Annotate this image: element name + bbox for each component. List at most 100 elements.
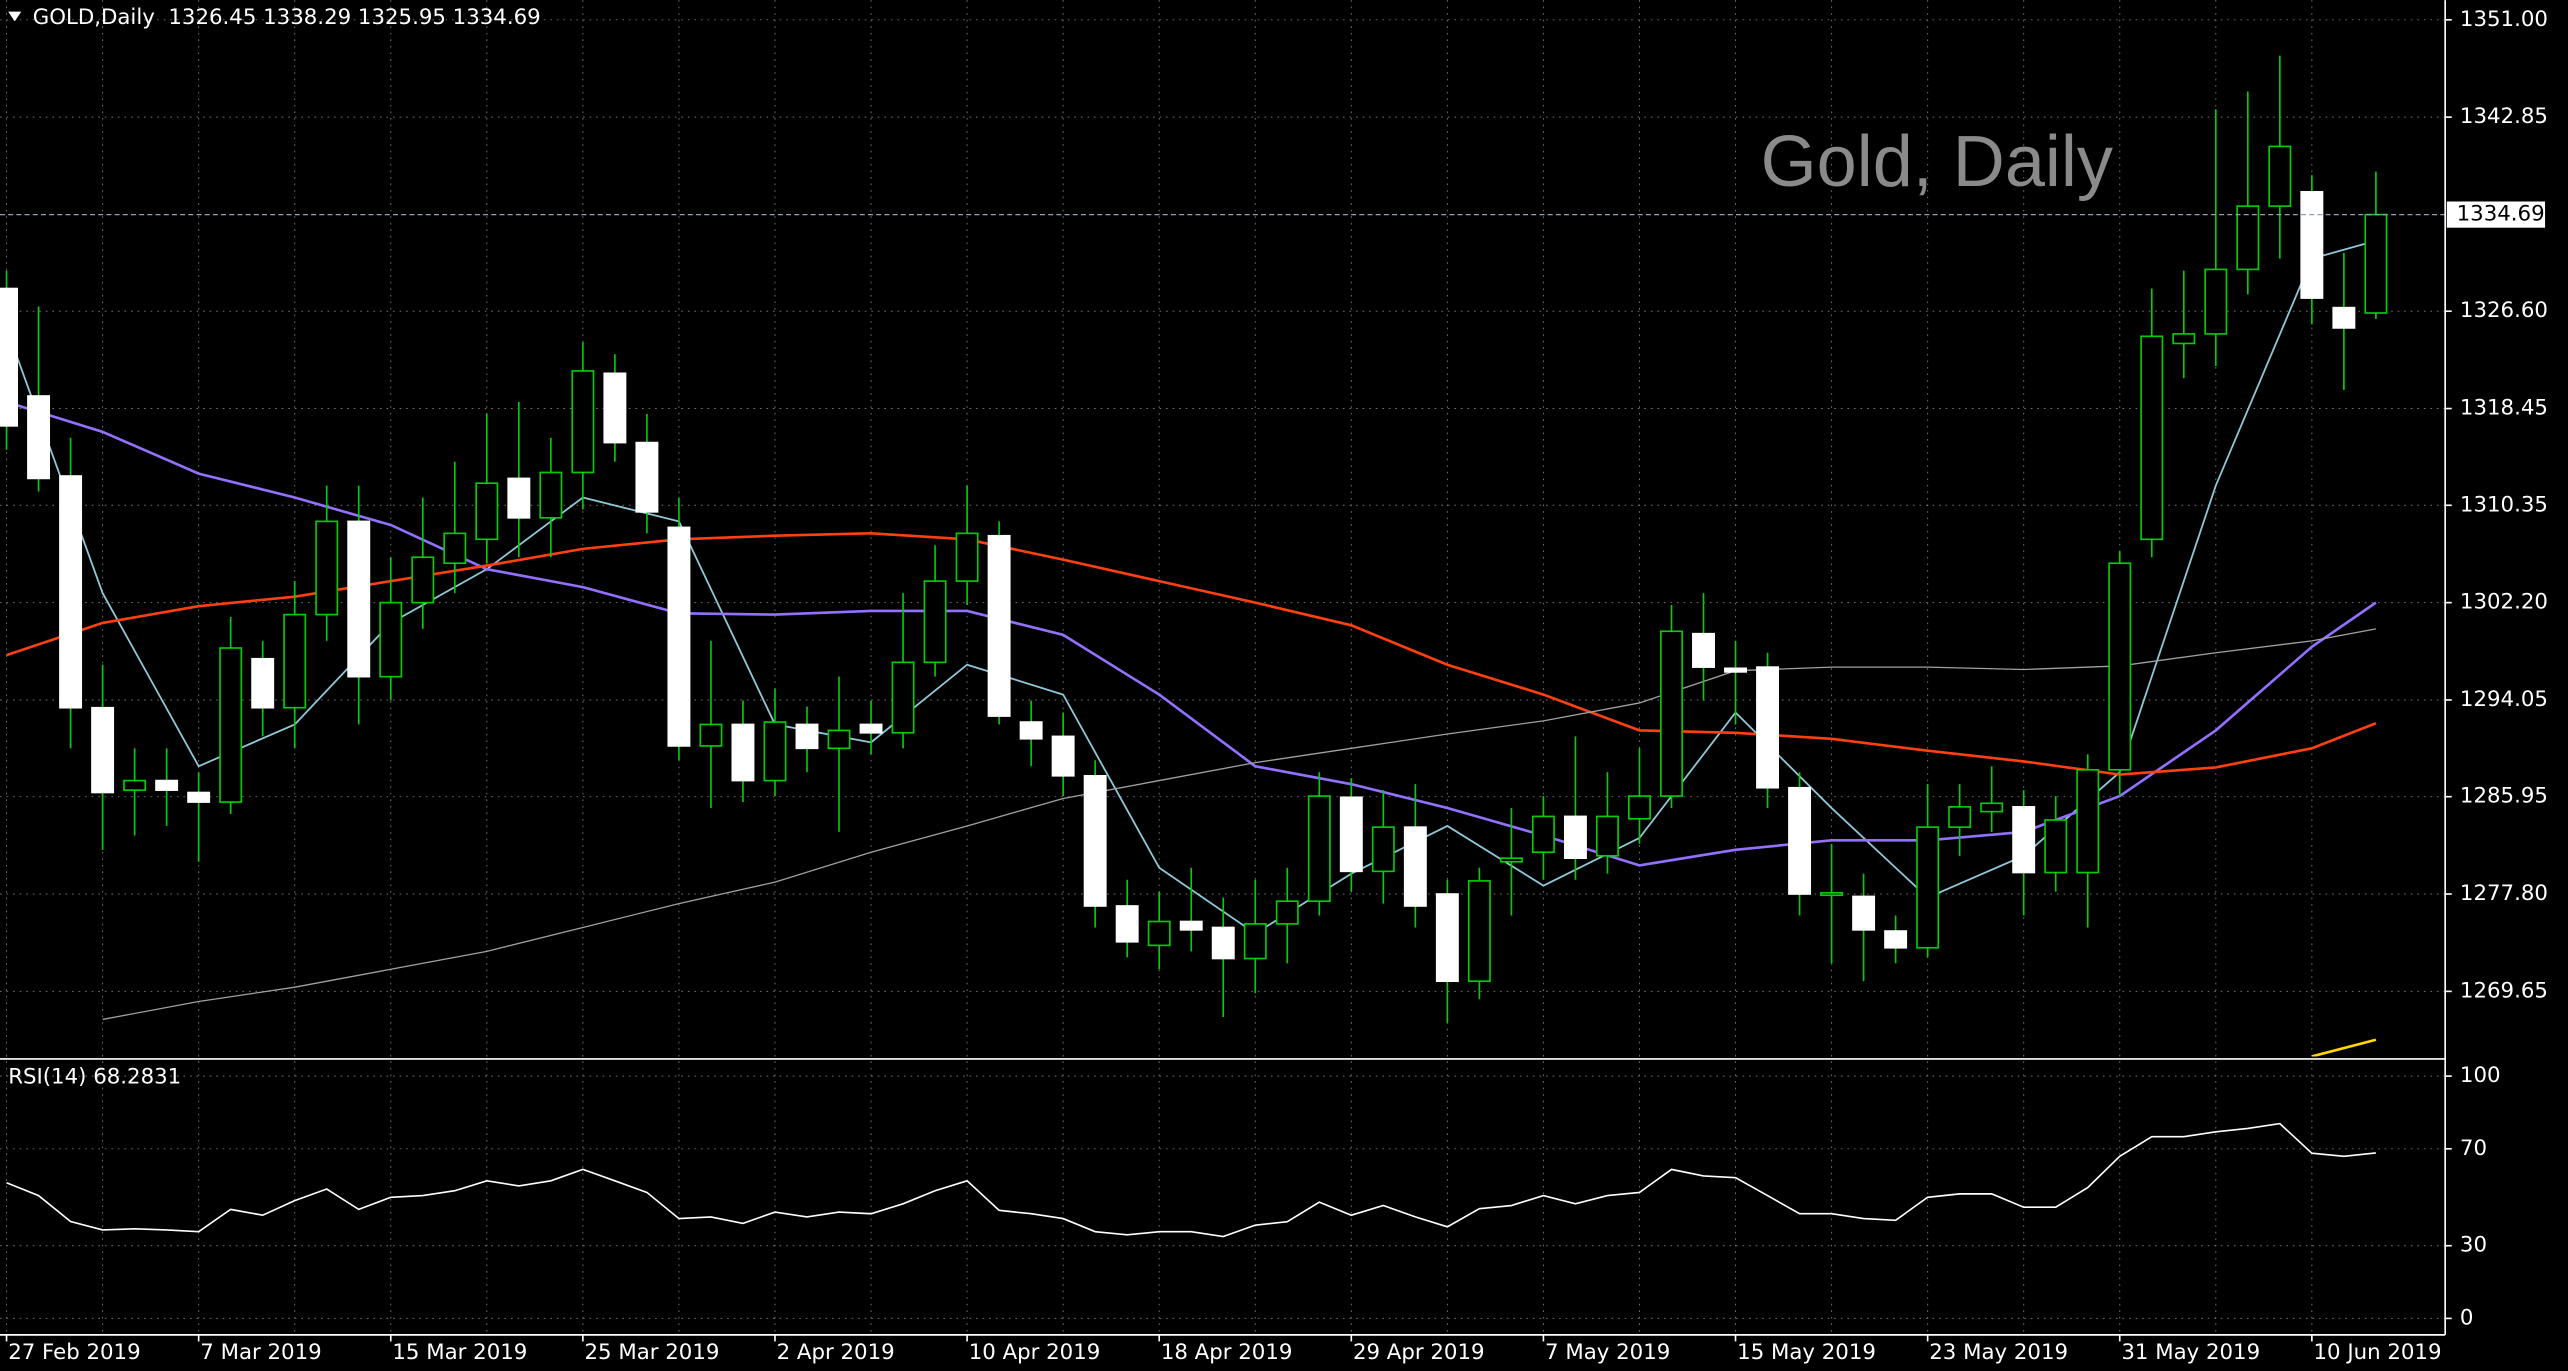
candle-body xyxy=(1660,630,1683,797)
y-tick-label: 1277.80 xyxy=(2460,881,2548,906)
candle-body xyxy=(699,723,723,747)
y-tick-label: 1285.95 xyxy=(2460,784,2548,809)
candle-body xyxy=(1019,721,1043,740)
candle-body xyxy=(1275,900,1299,925)
candle-body xyxy=(2268,145,2292,207)
candle-body xyxy=(2300,190,2324,299)
candle-body xyxy=(2204,268,2228,335)
x-tick-label: 25 Mar 2019 xyxy=(585,1340,720,1365)
candle-body xyxy=(859,723,883,734)
candle-body xyxy=(475,482,499,541)
rsi-title: RSI(14) 68.2831 xyxy=(8,1065,181,1090)
x-tick-label: 23 May 2019 xyxy=(1929,1340,2068,1365)
candle-body xyxy=(187,791,211,803)
candle-body xyxy=(2076,769,2100,874)
candle-body xyxy=(1371,826,1395,873)
candle-body xyxy=(315,520,339,616)
x-tick-label: 27 Feb 2019 xyxy=(8,1340,140,1365)
y-tick-label: 1294.05 xyxy=(2460,687,2548,712)
candle-body xyxy=(251,657,275,709)
candle-body xyxy=(1852,895,1876,931)
x-tick-label: 7 Mar 2019 xyxy=(200,1340,321,1365)
y-tick-label: 1326.60 xyxy=(2460,298,2548,323)
y-tick-label: 0 xyxy=(2460,1305,2474,1330)
candle-body xyxy=(2012,806,2036,874)
y-tick-label: 1318.45 xyxy=(2460,396,2548,421)
candle-body xyxy=(1820,892,1844,897)
y-tick-label: 1310.35 xyxy=(2460,492,2548,517)
moving-average xyxy=(102,628,2377,1021)
candle-body xyxy=(571,370,595,474)
candle-body xyxy=(1467,880,1491,983)
candle-body xyxy=(667,526,691,747)
moving-average xyxy=(6,532,2377,776)
candle-body xyxy=(795,723,819,750)
collapse-icon[interactable] xyxy=(8,11,22,22)
price-panel xyxy=(0,55,2446,1057)
candle-body xyxy=(155,779,179,791)
candle-body xyxy=(1147,920,1171,947)
candle-body xyxy=(1788,786,1812,895)
candle-body xyxy=(1403,826,1427,907)
y-tick-label: 1302.20 xyxy=(2460,590,2548,615)
candle-body xyxy=(1724,667,1747,673)
candle-body xyxy=(2172,333,2196,345)
candle-body xyxy=(27,395,51,480)
current-price-box xyxy=(2446,201,2546,228)
candle-body xyxy=(731,723,755,782)
candle-body xyxy=(891,661,915,734)
candle-body xyxy=(59,475,83,709)
y-tick-label: 1269.65 xyxy=(2460,978,2548,1003)
candle-body xyxy=(603,372,627,444)
x-tick-label: 10 Jun 2019 xyxy=(2313,1340,2441,1365)
candle-body xyxy=(2108,562,2132,771)
candle-body xyxy=(1307,795,1331,903)
candle-body xyxy=(411,556,435,604)
watermark: Gold, Daily xyxy=(1761,122,2113,202)
current-price-label: 1334.69 xyxy=(2457,202,2545,227)
x-tick-label: 15 Mar 2019 xyxy=(392,1340,527,1365)
candle-body xyxy=(1980,802,2004,813)
candle-body xyxy=(1531,815,1555,854)
candle-body xyxy=(1339,796,1363,873)
candle-body xyxy=(1243,923,1267,960)
x-tick-label: 7 May 2019 xyxy=(1545,1340,1670,1365)
candle-body xyxy=(635,441,659,513)
candle-body xyxy=(1115,905,1139,943)
candle-body xyxy=(2364,213,2388,314)
candle-body xyxy=(987,534,1011,717)
candle-body xyxy=(1563,815,1587,860)
grid xyxy=(0,0,2446,1335)
x-tick-label: 29 Apr 2019 xyxy=(1353,1340,1485,1365)
x-tick-label: 2 Apr 2019 xyxy=(777,1340,895,1365)
candle-body xyxy=(1211,926,1235,960)
chart-title: GOLD,Daily 1326.45 1338.29 1325.95 1334.… xyxy=(33,5,541,30)
x-tick-label: 15 May 2019 xyxy=(1737,1340,1876,1365)
candle-body xyxy=(827,729,851,750)
candle-body xyxy=(219,647,243,803)
candle-body xyxy=(1628,795,1651,820)
candle-body xyxy=(539,471,563,519)
candle-body xyxy=(1916,826,1940,949)
candle-body xyxy=(955,532,979,582)
moving-average xyxy=(6,400,2377,867)
candle-body xyxy=(1179,920,1203,931)
rsi-line xyxy=(6,1122,2376,1238)
y-tick-label: 1351.00 xyxy=(2460,7,2548,32)
candle-body xyxy=(1884,930,1908,949)
x-tick-label: 10 Apr 2019 xyxy=(969,1340,1101,1365)
moving-average xyxy=(5,239,2377,935)
y-tick-label: 30 xyxy=(2460,1233,2487,1258)
candle-body xyxy=(763,721,787,782)
candle-body xyxy=(507,477,531,519)
candle-body xyxy=(1756,666,1780,789)
candle-body xyxy=(2140,335,2164,541)
candle-body xyxy=(1692,632,1715,668)
candle-body xyxy=(2332,306,2356,329)
candle-body xyxy=(1595,815,1619,857)
candle-body xyxy=(1051,735,1075,777)
candle-body xyxy=(443,532,467,565)
